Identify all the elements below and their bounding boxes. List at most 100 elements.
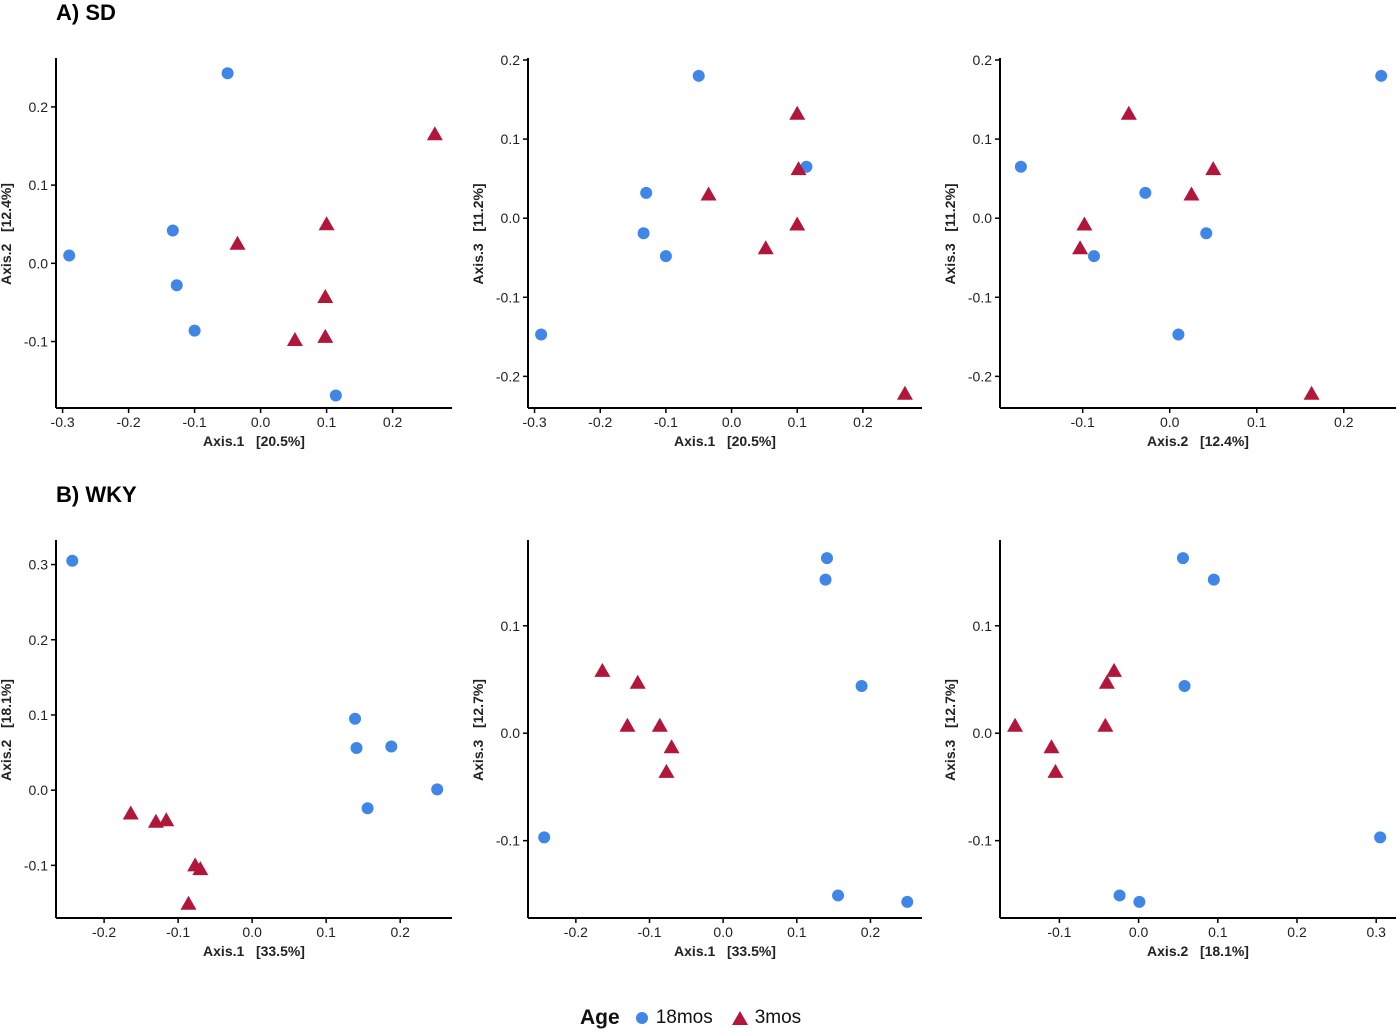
y-tick-label: 0.1	[973, 131, 993, 147]
y-axis-label: Axis.2 [18.1%]	[0, 679, 14, 781]
x-tick-label: 0.0	[242, 924, 262, 940]
section-title-sd: A) SD	[56, 0, 116, 25]
y-tick-label: 0.1	[501, 618, 521, 634]
point-3mos	[317, 288, 334, 303]
point-18mos	[188, 324, 201, 337]
panel-wky-axis1-axis3: -0.2 -0.1 0.0 0.1 0.2 -0.1 0.0 0.1 Axis.1 [33.5%…	[470, 540, 922, 959]
x-tick-label: 0.1	[787, 414, 807, 430]
panel-sd-axis1-axis2: -0.3 -0.2 -0.1 0.0 0.1 0.2 -0.1 0.0 0.1 0.2 Axis.1…	[0, 58, 452, 449]
point-3mos	[700, 186, 717, 201]
x-tick-label: 0.2	[1287, 924, 1307, 940]
x-tick-label: -0.1	[1047, 924, 1071, 940]
x-axis-label: Axis.1 [33.5%]	[203, 943, 305, 959]
point-3mos	[594, 662, 611, 677]
point-18mos	[1087, 250, 1100, 263]
point-3mos	[317, 328, 334, 343]
x-tick-label: 0.2	[383, 414, 403, 430]
y-tick-label: 0.2	[501, 52, 521, 68]
point-3mos	[1120, 105, 1137, 120]
point-3mos	[318, 216, 335, 231]
point-18mos	[1374, 831, 1387, 844]
point-3mos	[789, 216, 806, 231]
x-tick-label: -0.1	[166, 924, 190, 940]
y-axis-label: Axis.3 [12.7%]	[470, 679, 486, 781]
point-3mos	[1097, 717, 1114, 732]
point-3mos	[1072, 240, 1089, 255]
legend-triangle-marker	[731, 1011, 748, 1025]
y-tick-label: -0.2	[496, 368, 520, 384]
x-tick-label: -0.1	[1071, 414, 1095, 430]
point-3mos	[663, 739, 680, 754]
point-18mos	[1133, 895, 1146, 908]
y-tick-label: 0.1	[973, 618, 993, 634]
point-18mos	[819, 573, 832, 586]
x-tick-label: 0.0	[1160, 414, 1180, 430]
point-3mos	[1098, 674, 1115, 689]
x-axis-label: Axis.2 [12.4%]	[1147, 433, 1249, 449]
x-axis-label: Axis.1 [20.5%]	[203, 433, 305, 449]
point-18mos	[349, 712, 362, 725]
point-3mos	[896, 385, 913, 400]
y-axis-label: Axis.3 [12.7%]	[942, 679, 958, 781]
point-18mos	[1375, 69, 1388, 82]
point-3mos	[1183, 186, 1200, 201]
x-tick-label: 0.0	[722, 414, 742, 430]
scatter-figure: -0.3 -0.2 -0.1 0.0 0.1 0.2 -0.1 0.0 0.1 0.2 Axis.1…	[0, 52, 1396, 959]
y-tick-label: 0.0	[501, 210, 521, 226]
y-tick-label: 0.2	[29, 632, 49, 648]
x-tick-label: 0.0	[713, 924, 733, 940]
point-18mos	[1172, 328, 1185, 341]
x-tick-label: -0.1	[183, 414, 207, 430]
x-tick-label: 0.3	[1366, 924, 1386, 940]
y-tick-label: 0.1	[29, 707, 49, 723]
point-18mos	[1176, 552, 1189, 565]
legend-title: Age	[580, 1006, 620, 1029]
point-3mos	[1047, 763, 1064, 778]
point-18mos	[170, 279, 183, 292]
point-3mos	[1106, 662, 1123, 677]
y-tick-label: -0.1	[496, 833, 520, 849]
point-18mos	[535, 328, 548, 341]
y-axis-label: Axis.3 [11.2%]	[942, 183, 958, 284]
y-tick-label: -0.1	[24, 334, 48, 350]
point-3mos	[192, 861, 209, 876]
point-3mos	[757, 240, 774, 255]
point-18mos	[640, 186, 653, 199]
point-18mos	[1200, 227, 1213, 240]
x-tick-label: -0.2	[564, 924, 588, 940]
x-axis-label: Axis.2 [18.1%]	[1147, 943, 1249, 959]
legend: Age 18mos 3mos	[580, 1004, 819, 1032]
point-18mos	[538, 831, 551, 844]
point-3mos	[789, 105, 806, 120]
point-3mos	[229, 235, 246, 250]
x-tick-label: 0.2	[390, 924, 410, 940]
point-18mos	[361, 802, 374, 815]
y-tick-label: 0.1	[29, 177, 49, 193]
point-18mos	[431, 783, 444, 796]
point-18mos	[221, 67, 234, 80]
x-tick-label: 0.2	[853, 414, 873, 430]
legend-circle-marker	[635, 1012, 648, 1024]
point-3mos	[122, 805, 139, 820]
point-3mos	[619, 717, 636, 732]
point-18mos	[692, 69, 705, 82]
point-18mos	[166, 224, 179, 237]
panel-sd-axis2-axis3: -0.1 0.0 0.1 0.2 -0.2 -0.1 0.0 0.1 0.2 Axis.2 [12…	[942, 52, 1396, 449]
y-tick-label: -0.1	[968, 289, 992, 305]
panel-sd-axis1-axis3: -0.3 -0.2 -0.1 0.0 0.1 0.2 -0.2 -0.1 0.0 0.1 0.2 Ax…	[470, 52, 922, 449]
y-tick-label: 0.3	[29, 557, 49, 573]
point-3mos	[180, 895, 197, 910]
x-tick-label: 0.1	[316, 924, 336, 940]
y-axis-label: Axis.3 [11.2%]	[470, 183, 486, 284]
point-3mos	[1076, 216, 1093, 231]
x-tick-label: 0.1	[787, 924, 807, 940]
y-tick-label: 0.1	[501, 131, 521, 147]
point-3mos	[286, 331, 303, 346]
y-tick-label: 0.0	[973, 725, 993, 741]
x-tick-label: 0.0	[1129, 924, 1149, 940]
y-tick-label: -0.1	[968, 833, 992, 849]
y-tick-label: 0.0	[501, 725, 521, 741]
point-18mos	[385, 740, 398, 753]
x-tick-label: 0.2	[1334, 414, 1354, 430]
point-18mos	[1113, 889, 1126, 902]
